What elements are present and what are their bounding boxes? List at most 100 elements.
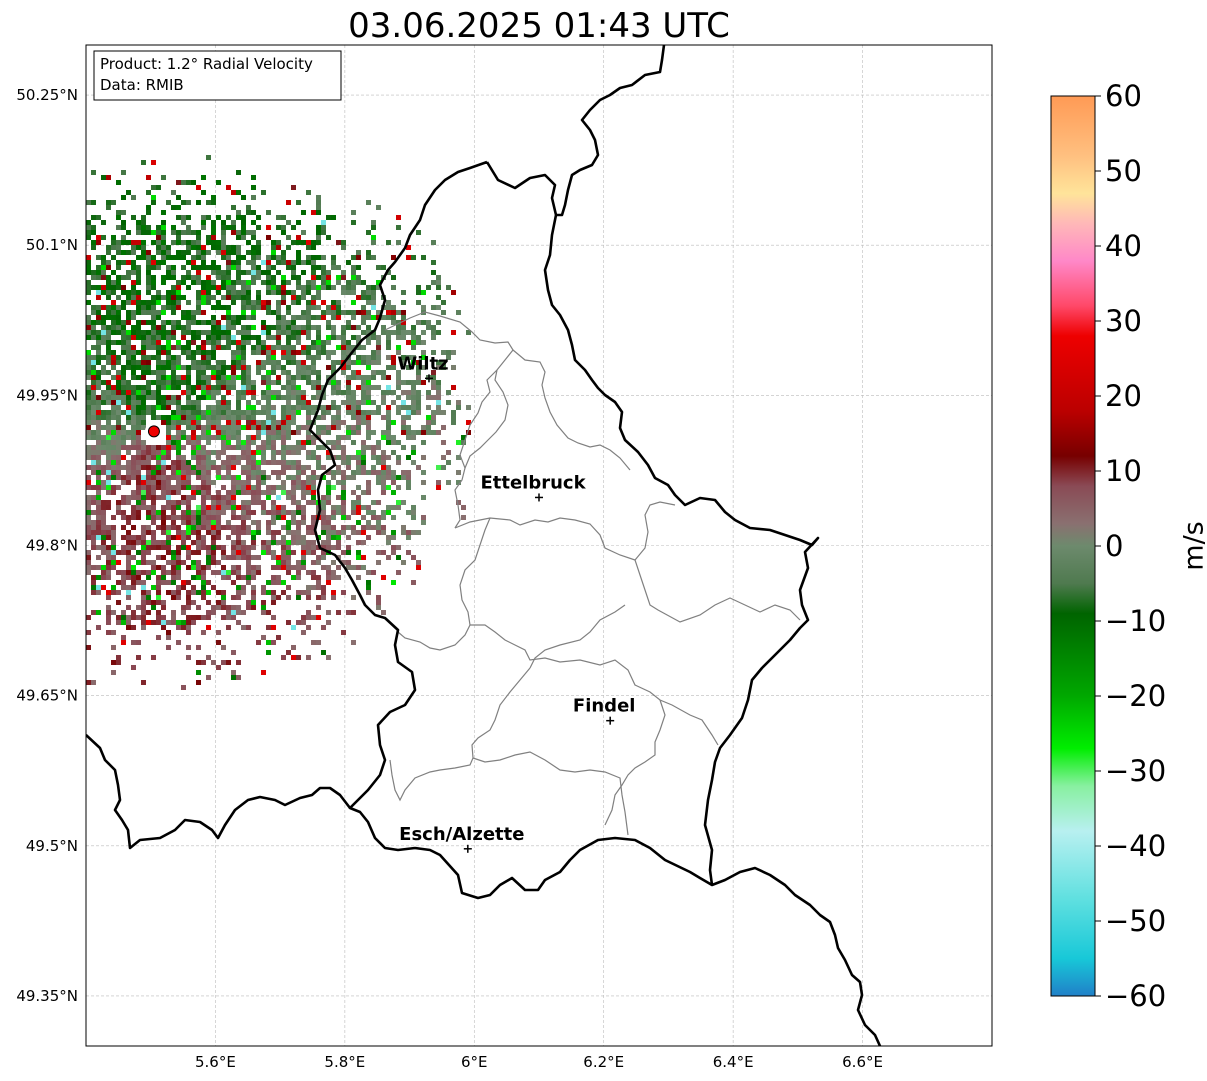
radar-pixel [321, 625, 326, 630]
radar-pixel [101, 570, 106, 575]
radar-pixel [306, 290, 311, 295]
radar-pixel [411, 580, 416, 585]
radar-pixel [91, 465, 96, 470]
radar-pixel [176, 470, 181, 475]
radar-pixel [371, 385, 376, 390]
radar-pixel [276, 335, 281, 340]
radar-pixel [261, 540, 266, 545]
radar-pixel [241, 625, 246, 630]
radar-pixel [271, 500, 276, 505]
radar-pixel [106, 370, 111, 375]
radar-pixel [256, 450, 261, 455]
radar-pixel [156, 585, 161, 590]
radar-pixel [196, 290, 201, 295]
radar-pixel [441, 300, 446, 305]
radar-pixel [401, 300, 406, 305]
radar-pixel [256, 525, 261, 530]
radar-pixel [411, 400, 416, 405]
radar-pixel [416, 405, 421, 410]
radar-pixel [376, 525, 381, 530]
radar-pixel [176, 345, 181, 350]
radar-pixel [186, 180, 191, 185]
radar-pixel [91, 410, 96, 415]
radar-pixel [371, 470, 376, 475]
radar-pixel [331, 505, 336, 510]
radar-pixel [416, 465, 421, 470]
radar-pixel [351, 280, 356, 285]
radar-pixel [296, 300, 301, 305]
radar-pixel [341, 515, 346, 520]
radar-pixel [231, 280, 236, 285]
radar-pixel [331, 380, 336, 385]
radar-pixel [166, 475, 171, 480]
radar-pixel [311, 575, 316, 580]
radar-pixel [321, 585, 326, 590]
radar-pixel [196, 185, 201, 190]
radar-pixel [391, 305, 396, 310]
radar-pixel [446, 400, 451, 405]
radar-pixel [321, 530, 326, 535]
radar-pixel [336, 575, 341, 580]
radar-pixel [226, 275, 231, 280]
radar-pixel [131, 665, 136, 670]
radar-pixel [96, 285, 101, 290]
radar-pixel [391, 480, 396, 485]
radar-pixel [176, 340, 181, 345]
radar-pixel [226, 575, 231, 580]
radar-pixel [316, 295, 321, 300]
radar-pixel [241, 220, 246, 225]
radar-pixel [401, 415, 406, 420]
radar-pixel [201, 280, 206, 285]
radar-pixel [106, 200, 111, 205]
radar-pixel [331, 475, 336, 480]
radar-pixel [231, 315, 236, 320]
radar-pixel [241, 325, 246, 330]
radar-pixel [186, 325, 191, 330]
radar-pixel [226, 555, 231, 560]
radar-pixel [186, 520, 191, 525]
radar-pixel [171, 240, 176, 245]
radar-pixel [141, 345, 146, 350]
radar-pixel [421, 425, 426, 430]
radar-pixel [141, 395, 146, 400]
radar-pixel [436, 305, 441, 310]
radar-pixel [161, 455, 166, 460]
radar-pixel [131, 490, 136, 495]
radar-pixel [166, 515, 171, 520]
radar-pixel [241, 255, 246, 260]
radar-pixel [326, 450, 331, 455]
radar-pixel [281, 455, 286, 460]
radar-pixel [306, 530, 311, 535]
radar-pixel [431, 410, 436, 415]
radar-pixel [101, 235, 106, 240]
radar-pixel [426, 320, 431, 325]
radar-pixel [126, 430, 131, 435]
radar-pixel [231, 540, 236, 545]
radar-pixel [161, 420, 166, 425]
radar-pixel [191, 465, 196, 470]
radar-pixel [206, 475, 211, 480]
radar-pixel [256, 520, 261, 525]
radar-pixel [286, 370, 291, 375]
radar-pixel [241, 270, 246, 275]
radar-pixel [301, 315, 306, 320]
radar-pixel [106, 260, 111, 265]
radar-pixel [191, 260, 196, 265]
radar-pixel [391, 530, 396, 535]
radar-pixel [356, 510, 361, 515]
radar-pixel [326, 425, 331, 430]
radar-pixel [406, 510, 411, 515]
radar-pixel [231, 205, 236, 210]
radar-pixel [311, 530, 316, 535]
radar-pixel [176, 400, 181, 405]
radar-pixel [161, 510, 166, 515]
radar-pixel [366, 520, 371, 525]
radar-pixel [281, 320, 286, 325]
radar-pixel [201, 300, 206, 305]
radar-pixel [236, 350, 241, 355]
radar-pixel [141, 445, 146, 450]
radar-pixel [336, 540, 341, 545]
radar-pixel [291, 430, 296, 435]
radar-pixel [171, 465, 176, 470]
radar-pixel [301, 260, 306, 265]
